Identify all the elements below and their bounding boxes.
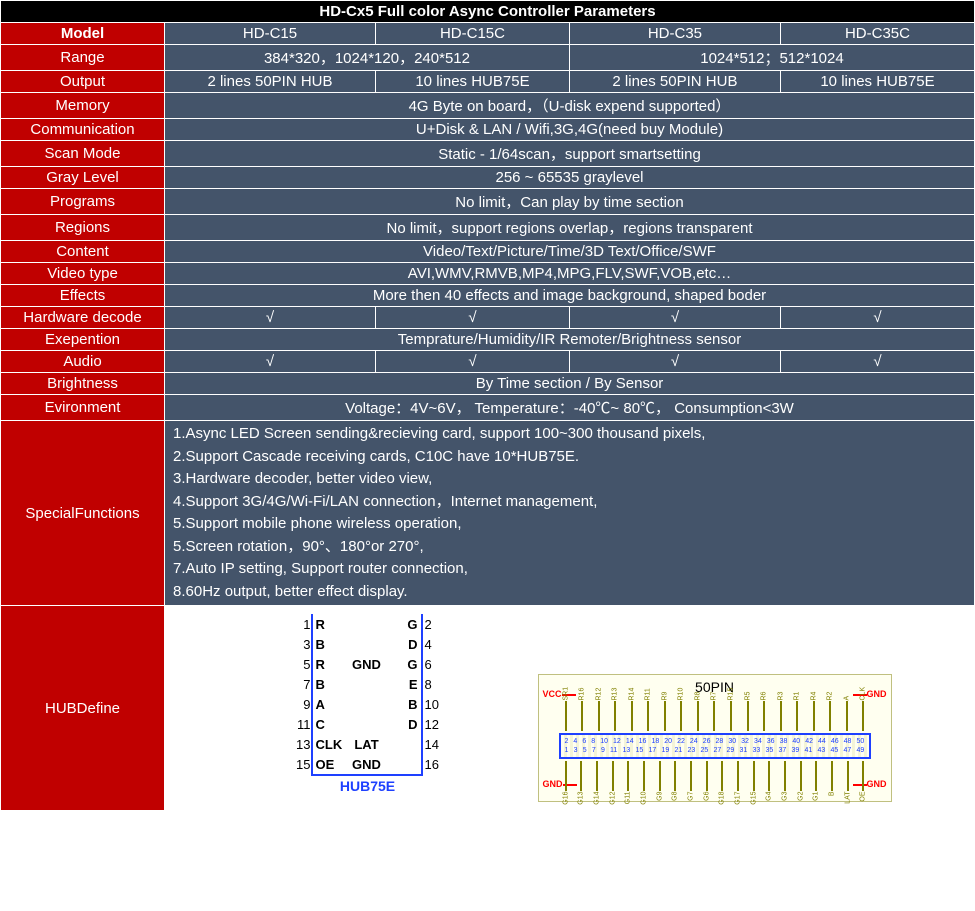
parameters-table: HD-Cx5 Full color Async Controller Param… [0,0,975,811]
row-value: U+Disk & LAN / Wifi,3G,4G(need buy Modul… [165,119,975,141]
row-value: Static - 1/64scan，support smartsetting [165,141,975,167]
row-effects: EffectsMore then 40 effects and image ba… [1,285,975,307]
row-label: Gray Level [1,167,165,189]
row-label: Range [1,45,165,71]
row-value: 384*320，1024*120，240*512 [165,45,570,71]
row-value: AVI,WMV,RMVB,MP4,MPG,FLV,SWF,VOB,etc… [165,263,975,285]
col-3: HD-C35C [780,23,974,45]
hub75e-caption: HUB75E [248,778,488,794]
row-value: √ [376,307,570,329]
row-comm: CommunicationU+Disk & LAN / Wifi,3G,4G(n… [1,119,975,141]
row-value: √ [569,307,780,329]
row-value: Temprature/Humidity/IR Remoter/Brightnes… [165,329,975,351]
row-hwdecode: Hardware decode√√√√ [1,307,975,329]
row-label: Content [1,241,165,263]
row-evironment: EvironmentVoltage：4V~6V， Temperature：-40… [1,395,975,421]
row-value: √ [165,351,376,373]
row-label: Scan Mode [1,141,165,167]
row-value: No limit，Can play by time section [165,189,975,215]
row-label: Regions [1,215,165,241]
header-row: Model HD-C15 HD-C15C HD-C35 HD-C35C [1,23,975,45]
row-videotype: Video typeAVI,WMV,RMVB,MP4,MPG,FLV,SWF,V… [1,263,975,285]
row-label: Video type [1,263,165,285]
header-label: Model [1,23,165,45]
row-value: 2 lines 50PIN HUB [569,71,780,93]
row-value: 10 lines HUB75E [376,71,570,93]
row-label: SpecialFunctions [1,421,165,606]
row-label: Hardware decode [1,307,165,329]
row-exepention: ExepentionTemprature/Humidity/IR Remoter… [1,329,975,351]
row-range: Range384*320，1024*120，240*5121024*512；51… [1,45,975,71]
row-value: √ [780,307,974,329]
row-programs: ProgramsNo limit，Can play by time sectio… [1,189,975,215]
row-label: Memory [1,93,165,119]
row-label: Output [1,71,165,93]
hub75e-diagram: 1RG23BD45RGNDG67BE89AB1011CD1213CLKLAT14… [248,614,488,798]
row-special: SpecialFunctions1.Async LED Screen sendi… [1,421,975,606]
row-value: 1024*512；512*1024 [569,45,974,71]
row-label: Effects [1,285,165,307]
row-scan: Scan ModeStatic - 1/64scan，support smart… [1,141,975,167]
row-label: Exepention [1,329,165,351]
row-value: By Time section / By Sensor [165,373,975,395]
col-0: HD-C15 [165,23,376,45]
row-regions: RegionsNo limit，support regions overlap，… [1,215,975,241]
row-output: Output2 lines 50PIN HUB10 lines HUB75E2 … [1,71,975,93]
row-label: HUBDefine [1,606,165,811]
row-label: Evironment [1,395,165,421]
row-value: √ [165,307,376,329]
row-content: ContentVideo/Text/Picture/Time/3D Text/O… [1,241,975,263]
col-2: HD-C35 [569,23,780,45]
hub-diagrams: 1RG23BD45RGNDG67BE89AB1011CD1213CLKLAT14… [165,606,975,811]
row-value: 256 ~ 65535 graylevel [165,167,975,189]
row-value: More then 40 effects and image backgroun… [165,285,975,307]
row-label: Communication [1,119,165,141]
row-value: No limit，support regions overlap，regions… [165,215,975,241]
special-functions-text: 1.Async LED Screen sending&recieving car… [165,421,975,606]
row-brightness: BrightnessBy Time section / By Sensor [1,373,975,395]
row-hubdefine: HUBDefine 1RG23BD45RGNDG67BE89AB1011CD121… [1,606,975,811]
row-value: 2 lines 50PIN HUB [165,71,376,93]
pin50-diagram: 50PINVCCGNDGNDGNDSR1R16R12R13R14R11R9R10… [538,674,892,802]
row-value: Video/Text/Picture/Time/3D Text/Office/S… [165,241,975,263]
row-label: Programs [1,189,165,215]
row-value: √ [376,351,570,373]
row-value: 4G Byte on board，（U-disk expend supporte… [165,93,975,119]
row-label: Brightness [1,373,165,395]
row-label: Audio [1,351,165,373]
row-gray: Gray Level256 ~ 65535 graylevel [1,167,975,189]
row-value: Voltage：4V~6V， Temperature：-40℃~ 80℃， Co… [165,395,975,421]
row-value: 10 lines HUB75E [780,71,974,93]
col-1: HD-C15C [376,23,570,45]
row-value: √ [569,351,780,373]
row-audio: Audio√√√√ [1,351,975,373]
table-title: HD-Cx5 Full color Async Controller Param… [1,1,975,23]
row-memory: Memory4G Byte on board，（U-disk expend su… [1,93,975,119]
row-value: √ [780,351,974,373]
